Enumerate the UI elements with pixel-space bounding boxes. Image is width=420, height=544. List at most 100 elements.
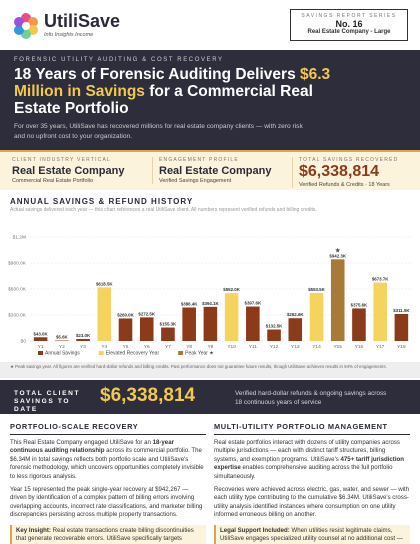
text-run: enables comprehensive auditing across th… (214, 464, 393, 480)
value-label: $23.0K (76, 333, 91, 338)
legend-swatch (38, 351, 43, 355)
column: MULTI-UTILITY PORTFOLIO MANAGEMENT Real e… (214, 422, 410, 544)
y-tick-label: $0 (21, 339, 27, 345)
value-label: $552.0K (223, 287, 240, 292)
text-run: Year 15 represented the peak single-year… (10, 486, 203, 519)
bar (97, 287, 112, 341)
value-label: $375.6K (351, 302, 368, 307)
value-label: $5.6K (56, 335, 69, 340)
text-run: This Real Estate Company engaged UtiliSa… (10, 439, 153, 446)
bar (76, 339, 90, 341)
x-tick-label: Y17 (376, 344, 385, 350)
bar (203, 306, 218, 341)
card-title: Real Estate Company (159, 165, 272, 177)
bar (139, 317, 154, 341)
value-label: $260.0K (117, 312, 134, 317)
card-sub: Commercial Real Estate Portfolio (12, 178, 94, 184)
kicker: FORENSIC UTILITY AUDITING & COST RECOVER… (14, 57, 224, 63)
text-run: Legal Support Included: (220, 526, 290, 534)
x-tick-label: Y8 (186, 344, 192, 350)
series-box: SAVINGS REPORT SERIES No. 16 Real Estate… (290, 9, 408, 41)
total-label: TOTAL CLIENT SAVINGS TO DATE (14, 390, 81, 413)
brand: UtiliSave (44, 11, 121, 31)
hero-band (0, 50, 420, 150)
text-run: 18 Years of Forensic Auditing Delivers (14, 66, 300, 83)
card: TOTAL SAVINGS RECOVERED $6,338,814 Verifie… (292, 157, 420, 188)
bar (288, 318, 303, 341)
value-label: $311.5K (393, 308, 410, 313)
series-label: SAVINGS REPORT SERIES (301, 13, 397, 19)
value-label: $132.5K (266, 324, 283, 329)
total-band (0, 380, 420, 414)
x-tick-label: Y15 (333, 344, 342, 350)
peak-star (335, 247, 341, 253)
y-tick-label: $1.2M (13, 235, 26, 241)
hero-title: 18 Years of Forensic Auditing Delivers $… (14, 66, 359, 117)
paragraph: This Real Estate Company engaged UtiliSa… (10, 439, 206, 481)
bar (246, 306, 260, 341)
bar (394, 314, 409, 341)
column-heading: MULTI-UTILITY PORTFOLIO MANAGEMENT (214, 422, 410, 435)
x-tick-label: Y3 (80, 344, 86, 350)
series-client: Real Estate Company - Large (307, 29, 391, 35)
column: PORTFOLIO-SCALE RECOVERY This Real Estate… (10, 422, 206, 544)
series-number: No. 16 (335, 19, 363, 29)
chart-title: ANNUAL SAVINGS & REFUND HISTORY (10, 197, 194, 206)
logo (14, 13, 38, 39)
text-run: When utilities resist legitimate claims,… (220, 526, 403, 543)
value-label: $272.5K (138, 311, 155, 316)
callout: Legal Support Included: When utilities r… (214, 524, 410, 544)
legend-swatch (178, 351, 184, 355)
total-value: $6,338,814 (100, 385, 196, 406)
text-run: Key Insight: (16, 526, 51, 534)
value-label: $394.1K (202, 301, 219, 306)
x-tick-label: Y7 (165, 344, 171, 350)
text-run: 475+ tariff jurisdiction expertise (214, 455, 404, 472)
chart-subtitle: Actual savings delivered each year — thi… (10, 207, 317, 213)
bar (33, 337, 48, 341)
x-tick-label: Y16 (355, 344, 364, 350)
bar (161, 327, 175, 341)
x-tick-label: Y13 (291, 344, 300, 350)
tagline: Info Insights Income (44, 32, 94, 38)
total-note: Verified hard-dollar refunds & ongoing s… (235, 390, 387, 406)
column-heading: PORTFOLIO-SCALE RECOVERY (10, 422, 206, 435)
legend-label: Elevated Recovery Year (106, 351, 160, 357)
text-run: Recoveries were achieved across electric… (214, 486, 410, 519)
x-tick-label: Y4 (101, 344, 107, 350)
card: CLIENT INDUSTRY VERTICAL Real Estate Comp… (12, 157, 146, 184)
card: ENGAGEMENT PROFILE Real Estate Company Ver… (152, 157, 293, 184)
value-label: $386.4K (181, 302, 198, 307)
text-run: across its commercial portfolio. The $6.… (10, 447, 204, 480)
value-label: $673.7K (372, 277, 389, 282)
value-label: $618.5K (96, 281, 113, 286)
text-run: 18-year continuous auditing relationship (10, 439, 174, 455)
x-tick-label: Y18 (397, 344, 406, 350)
cards: CLIENT INDUSTRY VERTICAL Real Estate Comp… (0, 150, 420, 190)
legend-label: Annual Savings (45, 351, 80, 357)
legend-label: Peak Year ★ (185, 351, 214, 357)
value-label: $553.5K (308, 287, 325, 292)
y-tick-label: $900.0K (8, 261, 27, 267)
x-tick-label: Y9 (207, 344, 213, 350)
text-run: for a Commercial Real Estate Portfolio (14, 83, 313, 117)
card-label: CLIENT INDUSTRY VERTICAL (12, 157, 112, 163)
card-label: TOTAL SAVINGS RECOVERED (299, 157, 399, 163)
x-tick-label: Y12 (270, 344, 279, 350)
value-label: $397.6K (245, 301, 262, 306)
x-tick-label: Y2 (59, 344, 65, 350)
chart-note-band: ★ Peak savings year. All figures are ver… (0, 362, 420, 378)
value-label: $942.3K (329, 253, 346, 258)
text-run: Real estate portfolios interact with doz… (214, 439, 400, 463)
paragraph: Real estate portfolios interact with doz… (214, 439, 410, 481)
value-label: $43.0K (34, 331, 49, 336)
bar (118, 318, 133, 341)
paragraph: Recoveries were achieved across electric… (214, 486, 410, 520)
value-label: $262.6K (287, 312, 304, 317)
card-label: ENGAGEMENT PROFILE (159, 157, 239, 163)
value-label: $155.3K (160, 322, 177, 327)
paragraph: Year 15 represented the peak single-year… (10, 486, 206, 520)
x-tick-label: Y11 (249, 344, 258, 350)
x-tick-label: Y1 (38, 344, 44, 350)
card-title: Real Estate Company (12, 165, 125, 177)
